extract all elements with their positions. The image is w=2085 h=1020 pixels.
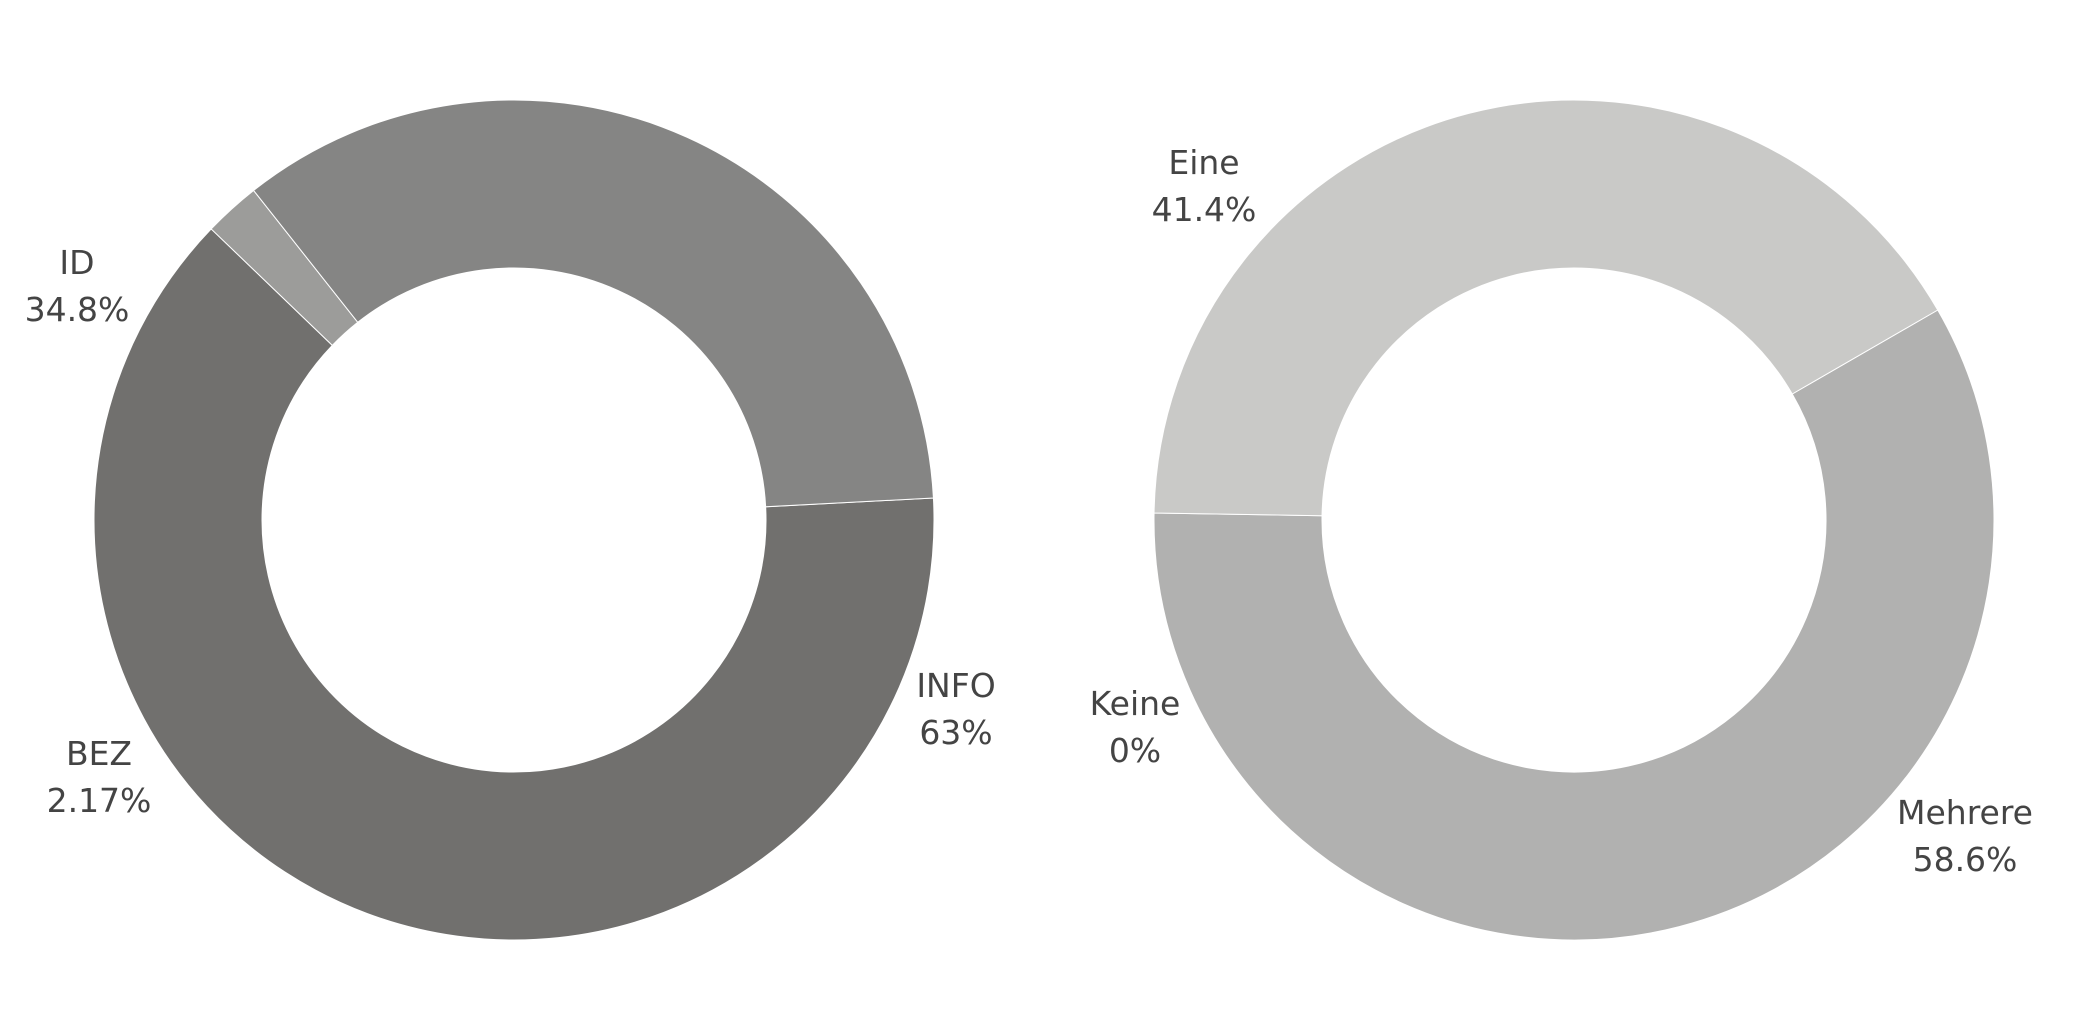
slice-percent-keine: 0% — [1109, 731, 1161, 770]
slice-percent-id: 34.8% — [25, 290, 130, 329]
slice-info — [93, 228, 935, 941]
slice-mehrere — [1153, 309, 1995, 941]
donut-chart-2: Mehrere 58.6% Keine 0% Eine 41.4% — [1090, 99, 2033, 941]
slice-id — [252, 99, 934, 508]
slice-label-id: ID — [59, 243, 94, 282]
slice-label-info: INFO — [916, 666, 995, 705]
slice-label-bez: BEZ — [66, 734, 132, 773]
slice-eine — [1153, 99, 1939, 517]
slice-percent-mehrere: 58.6% — [1913, 840, 2018, 879]
slice-label-mehrere: Mehrere — [1897, 793, 2033, 832]
slice-label-eine: Eine — [1168, 143, 1239, 182]
slice-label-keine: Keine — [1090, 684, 1181, 723]
slice-percent-eine: 41.4% — [1152, 190, 1257, 229]
slice-percent-bez: 2.17% — [47, 781, 152, 820]
donut-chart-1: INFO 63% BEZ 2.17% ID 34.8% — [25, 99, 996, 941]
slice-percent-info: 63% — [919, 713, 992, 752]
